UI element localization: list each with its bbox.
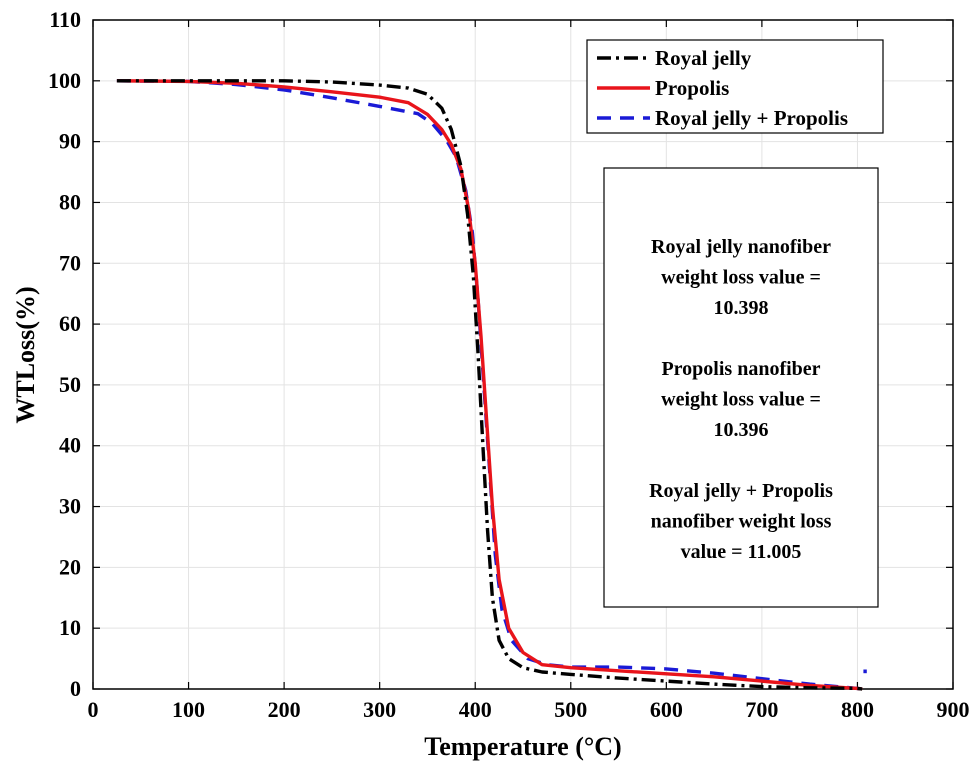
plot-frame (92, 19, 954, 690)
annotation-line: weight loss value = (661, 267, 821, 289)
annotation-line: weight loss value = (661, 389, 821, 411)
x-tick-label: 500 (554, 697, 587, 722)
x-tick-label: 300 (363, 697, 396, 722)
legend-label: Propolis (655, 76, 729, 100)
x-tick-label: 600 (650, 697, 683, 722)
legend: Royal jelly Propolis Royal jelly + Propoli… (586, 39, 884, 134)
annotation-line: Royal jelly nanofiber (651, 236, 831, 258)
x-tick-label: 0 (88, 697, 99, 722)
annotation-line: value = 11.005 (681, 541, 802, 563)
series-line-propolis (116, 79, 863, 691)
annotation-line: Propolis nanofiber (661, 358, 820, 380)
annotation-line: Royal jelly + Propolis (649, 480, 833, 502)
y-tick-label: 90 (59, 129, 81, 154)
legend-label: Royal jelly (655, 46, 752, 70)
y-tick-label: 60 (59, 311, 81, 336)
y-tick-label: 50 (59, 372, 81, 397)
y-tick-label: 80 (59, 189, 81, 214)
annotation-box: Royal jelly nanofiber weight loss value =… (603, 167, 879, 608)
x-tick-label: 200 (268, 697, 301, 722)
y-tick-label: 10 (59, 615, 81, 640)
y-axis-ticks: 0 10 20 30 40 50 60 70 80 90 100 110 (48, 7, 953, 701)
y-axis-label: WTLoss(%) (11, 286, 40, 423)
annotation-line: 10.396 (714, 419, 769, 441)
y-tick-label: 40 (59, 433, 81, 458)
annotation-frame (603, 167, 879, 608)
x-tick-label: 100 (172, 697, 205, 722)
legend-label: Royal jelly + Propolis (655, 106, 848, 130)
x-tick-label: 400 (459, 697, 492, 722)
series-line-royal-jelly (116, 79, 863, 691)
y-tick-label: 0 (70, 676, 81, 701)
y-tick-label: 30 (59, 494, 81, 519)
series-line-royal-jelly-propolis (116, 79, 863, 691)
y-tick-label: 110 (49, 7, 81, 32)
y-tick-label: 100 (48, 68, 81, 93)
x-axis-ticks: 0 100 200 300 400 500 600 700 800 900 (88, 20, 970, 722)
series-lines (116, 79, 867, 691)
x-axis-label: Temperature (°C) (424, 732, 621, 761)
x-tick-label: 900 (937, 697, 970, 722)
y-tick-label: 70 (59, 250, 81, 275)
annotation-line: 10.398 (714, 297, 769, 319)
annotation-line: nanofiber weight loss (651, 511, 832, 533)
x-tick-label: 700 (745, 697, 778, 722)
y-tick-label: 20 (59, 554, 81, 579)
x-tick-label: 800 (841, 697, 874, 722)
